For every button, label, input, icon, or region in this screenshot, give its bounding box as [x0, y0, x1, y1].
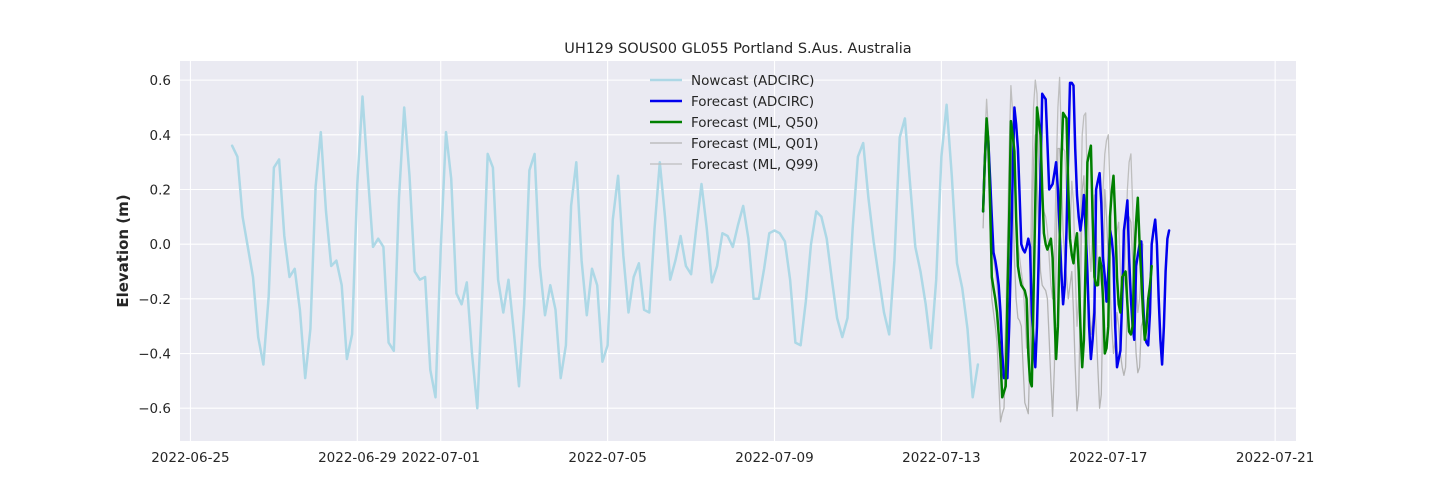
x-tick-label: 2022-07-05 — [568, 450, 646, 466]
y-axis-ticks: −0.6 −0.4 −0.2 0.0 0.2 0.4 0.6 — [138, 73, 171, 417]
legend-label: Forecast (ML, Q99) — [691, 157, 819, 173]
x-tick-label: 2022-07-09 — [735, 450, 813, 466]
legend-label: Forecast (ADCIRC) — [691, 94, 814, 110]
y-tick-label: −0.2 — [138, 292, 171, 308]
x-tick-label: 2022-07-13 — [902, 450, 980, 466]
legend: Nowcast (ADCIRC) Forecast (ADCIRC) Forecas… — [650, 73, 819, 173]
x-tick-label: 2022-07-21 — [1236, 450, 1314, 466]
y-tick-label: 0.2 — [150, 182, 171, 198]
y-tick-label: 0.4 — [150, 128, 171, 144]
x-tick-label: 2022-07-01 — [402, 450, 480, 466]
y-axis-label: Elevation (m) — [114, 194, 132, 307]
y-tick-label: −0.4 — [138, 347, 171, 363]
series-layer — [230, 76, 1171, 423]
legend-label: Forecast (ML, Q50) — [691, 115, 819, 131]
x-tick-label: 2022-07-17 — [1069, 450, 1147, 466]
series-line-forecast-adcirc — [981, 81, 1171, 380]
y-tick-label: −0.6 — [138, 401, 171, 417]
legend-label: Nowcast (ADCIRC) — [691, 73, 814, 89]
x-tick-label: 2022-06-25 — [151, 450, 229, 466]
y-tick-label: 0.6 — [150, 73, 171, 89]
legend-label: Forecast (ML, Q01) — [691, 136, 819, 152]
series-line-forecast-ml-q50 — [981, 106, 1153, 399]
series-line-nowcast-adcirc — [230, 95, 980, 410]
x-axis-ticks: 2022-06-25 2022-06-29 2022-07-01 2022-07-05… — [151, 450, 1314, 466]
chart-title: UH129 SOUS00 GL055 Portland S.Aus. Austr… — [564, 41, 911, 57]
x-tick-label: 2022-06-29 — [318, 450, 396, 466]
y-tick-label: 0.0 — [150, 237, 171, 253]
